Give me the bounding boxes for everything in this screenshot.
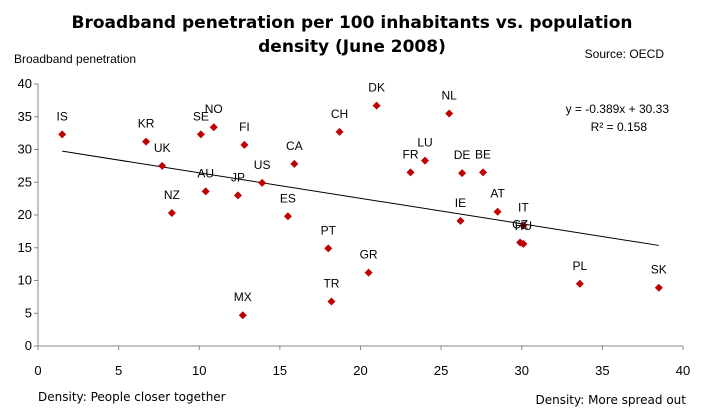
y-tick-label: 35 [18, 109, 32, 124]
point-label-de: DE [454, 148, 471, 162]
x-tick-label: 5 [115, 363, 122, 378]
data-point-es [283, 212, 292, 221]
data-point-de [458, 169, 467, 178]
point-label-mx: MX [234, 290, 252, 304]
point-label-lu: LU [417, 136, 432, 150]
point-label-us: US [254, 158, 271, 172]
x-tick-label: 35 [595, 363, 609, 378]
data-point-fi [240, 140, 249, 149]
y-tick-label: 10 [18, 273, 32, 288]
data-point-hu [519, 239, 528, 248]
point-label-es: ES [280, 191, 296, 205]
trendline-r-squared: R² = 0.158 [591, 120, 648, 134]
point-label-cz: CZ [512, 218, 528, 232]
point-label-ch: CH [331, 107, 348, 121]
source-note: Source: OECD [585, 47, 665, 61]
data-point-kr [142, 137, 151, 146]
data-point-ch [335, 127, 344, 136]
data-point-lu [421, 156, 429, 165]
point-label-tr: TR [323, 276, 339, 290]
data-point-gr [364, 268, 373, 277]
point-label-uk: UK [154, 141, 171, 155]
data-point-is [58, 130, 67, 139]
point-label-it: IT [518, 200, 529, 214]
data-point-nl [445, 109, 454, 118]
data-point-ca [290, 159, 299, 168]
chart-title-line-1: Broadband penetration per 100 inhabitant… [72, 13, 633, 33]
point-label-at: AT [490, 187, 505, 201]
x-tick-label: 25 [434, 363, 448, 378]
x-tick-label: 40 [676, 363, 690, 378]
data-point-pl [575, 279, 584, 288]
point-label-ca: CA [286, 139, 303, 153]
point-label-sk: SK [651, 263, 667, 277]
data-point-no [209, 123, 218, 132]
data-point-se [196, 130, 205, 139]
point-label-nl: NL [442, 88, 458, 102]
x-tick-label: 0 [34, 363, 41, 378]
trendline-group [62, 150, 659, 246]
data-point-us [258, 178, 267, 187]
x-tick-label: 20 [353, 363, 367, 378]
y-tick-label: 5 [25, 305, 32, 320]
data-point-tr [327, 297, 336, 306]
point-label-be: BE [475, 147, 491, 161]
data-point-au [201, 187, 210, 196]
data-point-it [519, 221, 528, 230]
y-tick-label: 15 [18, 240, 32, 255]
data-point-mx [238, 311, 247, 320]
x-tick-label: 10 [192, 363, 206, 378]
point-label-ie: IE [455, 196, 466, 210]
y-tick-label: 30 [18, 142, 32, 157]
point-label-se: SE [193, 109, 209, 123]
data-point-dk [372, 101, 381, 110]
point-label-fi: FI [239, 120, 250, 134]
point-label-jp: JP [231, 170, 245, 184]
data-point-jp [233, 191, 242, 200]
x-axis-note-right: Density: More spread out [535, 393, 686, 407]
point-label-pl: PL [572, 259, 587, 273]
x-tick-label: 30 [515, 363, 529, 378]
y-axis-label: Broadband penetration [14, 52, 136, 66]
data-point-nz [167, 209, 176, 218]
point-label-gr: GR [360, 248, 378, 262]
x-axis-note-left: Density: People closer together [38, 390, 226, 404]
data-point-pt [324, 244, 333, 253]
data-point-ie [456, 216, 465, 225]
y-tick-label: 25 [18, 174, 32, 189]
y-tick-label: 20 [18, 207, 32, 222]
y-tick-label: 40 [18, 76, 32, 91]
trendline [62, 150, 659, 246]
point-label-nz: NZ [164, 188, 180, 202]
axes: 0 5 10 15 20 25 30 35 40 0 5 10 15 20 25 30 35 40 [18, 76, 691, 378]
point-label-dk: DK [368, 81, 385, 95]
point-label-hu: HU [515, 219, 532, 233]
point-label-fr: FR [402, 147, 418, 161]
x-tick-label: 15 [273, 363, 287, 378]
data-point-at [493, 207, 502, 216]
point-label-pt: PT [321, 223, 337, 237]
point-label-kr: KR [138, 117, 155, 131]
point-label-no: NO [205, 102, 223, 116]
y-tick-label: 0 [25, 338, 32, 353]
chart-title-line-2: density (June 2008) [258, 37, 446, 57]
data-point-be [479, 168, 488, 177]
trendline-equation: y = -0.389x + 30.33 [566, 102, 670, 116]
data-point-sk [654, 283, 663, 292]
point-label-au: AU [197, 166, 214, 180]
data-point-fr [406, 168, 415, 177]
data-point-uk [158, 161, 167, 170]
point-label-is: IS [57, 109, 68, 123]
